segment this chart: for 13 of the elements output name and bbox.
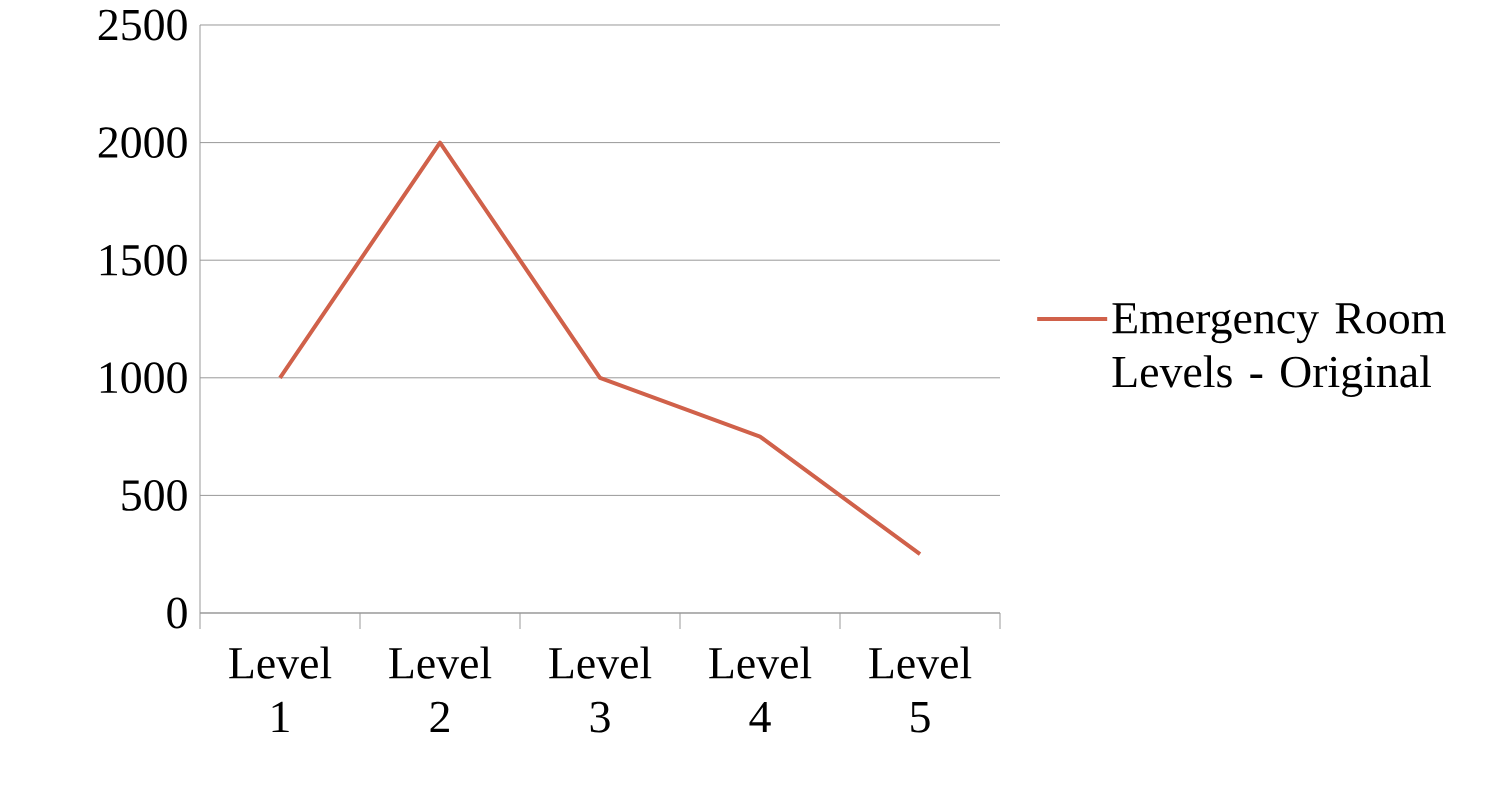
legend-label: Emergency Room Levels - Original [1112,303,1446,397]
line-series [278,140,922,557]
y-tick-label: 2000 [98,127,187,159]
y-tick-label: 1000 [100,362,187,394]
y-tick-label: 500 [122,479,187,511]
y-tick-label: 2500 [98,9,187,41]
x-tick-label: Level 3 [549,646,652,733]
y-tick-label: 1500 [100,244,187,276]
x-tick-label: Level 1 [229,646,332,733]
x-tick-label: Level 4 [709,646,812,733]
x-tick-label: Level 5 [869,646,972,733]
y-tick-label: 0 [167,597,187,629]
x-tick-label: Level 2 [389,646,492,733]
